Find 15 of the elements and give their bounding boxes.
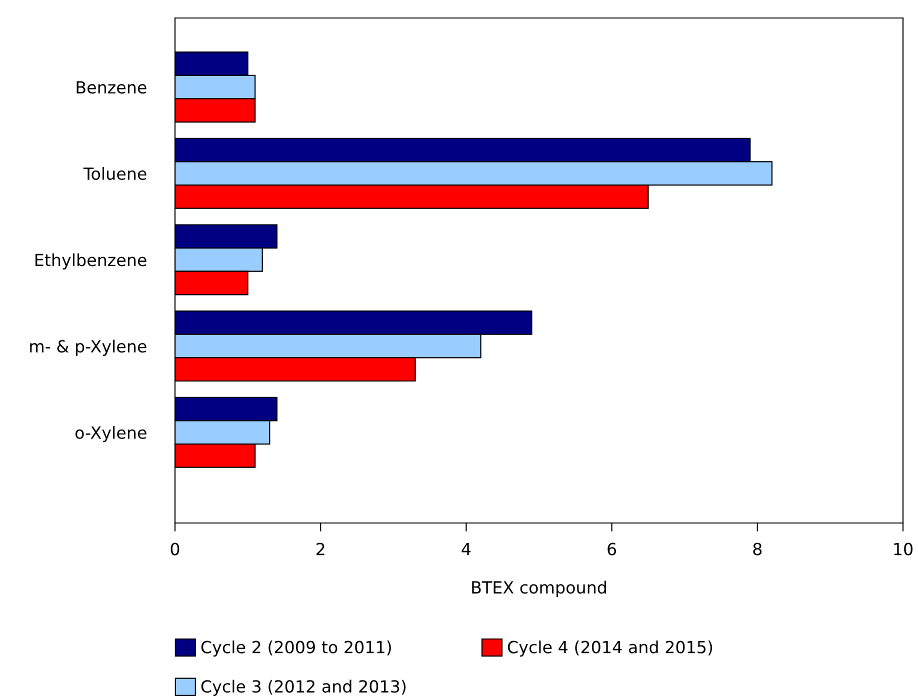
legend-label: Cycle 2 (2009 to 2011): [201, 640, 391, 657]
x-tick-label: 6: [608, 542, 616, 556]
y-tick-label: Ethylbenzene: [36, 253, 146, 270]
y-tick-label: Toluene: [83, 167, 146, 180]
x-tick-label: 0: [170, 542, 180, 556]
x-axis-title: BTEX compound: [472, 580, 606, 597]
y-tick-label: m- & p-Xylene: [30, 340, 146, 356]
x-tick-label: 4: [462, 542, 471, 556]
x-tick-label: 10: [894, 542, 912, 556]
legend-label: Cycle 4 (2014 and 2015): [508, 640, 712, 657]
x-tick-label: 8: [753, 542, 762, 556]
y-tick-label: Benzene: [76, 81, 146, 94]
x-tick-label: 2: [316, 542, 324, 556]
y-tick-label: o-Xylene: [75, 426, 146, 442]
legend-label: Cycle 3 (2012 and 2013): [201, 680, 406, 696]
